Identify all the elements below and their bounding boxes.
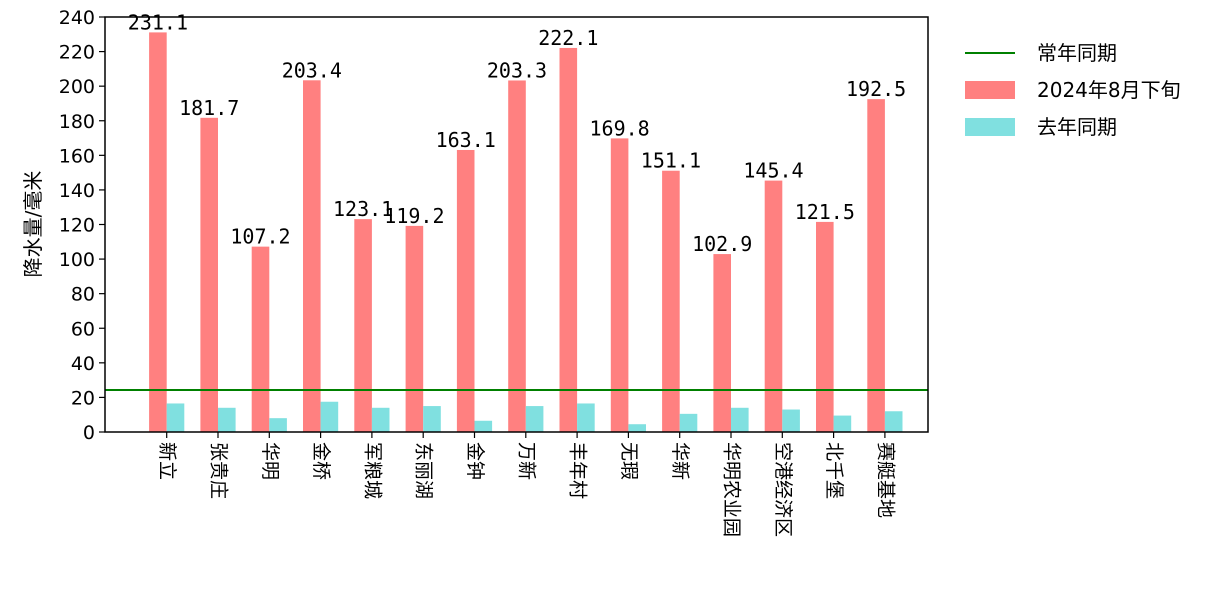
- legend-patch-lastyear: [965, 118, 1015, 136]
- bar-current-3: [251, 246, 270, 432]
- y-tick-label: 200: [59, 76, 95, 98]
- data-label-13: 145.4: [743, 159, 803, 183]
- x-tick-label-2: 张贵庄: [208, 442, 230, 499]
- x-tick-label-15: 赛艇基地: [874, 442, 896, 518]
- bar-current-8: [508, 80, 526, 432]
- data-label-4: 203.4: [282, 58, 342, 82]
- data-label-3: 107.2: [230, 225, 290, 249]
- bar-lastyear-10: [628, 424, 646, 432]
- y-axis: 0 20 40 60 80 100 120 140 160 180 200 220 240: [59, 7, 105, 444]
- y-tick-label: 120: [59, 215, 95, 237]
- x-tick-label-8: 万新: [515, 442, 537, 480]
- y-tick-label: 40: [71, 353, 95, 375]
- y-tick-label: 220: [59, 42, 95, 64]
- y-tick-label: 60: [71, 318, 95, 340]
- x-tick-label-6: 东丽湖: [413, 442, 435, 499]
- x-tick-label-4: 金桥: [310, 442, 332, 480]
- bar-lastyear-11: [679, 413, 698, 432]
- y-tick-label: 20: [71, 387, 95, 409]
- y-tick-label: 240: [59, 7, 95, 29]
- legend-label-lastyear: 去年同期: [1037, 115, 1117, 139]
- x-tick-label-13: 空港经济区: [772, 442, 794, 537]
- x-tick-label-1: 新立: [156, 442, 178, 480]
- bar-lastyear-7: [474, 420, 493, 432]
- data-label-8: 203.3: [487, 58, 547, 82]
- bar-current-15: [867, 99, 885, 433]
- y-tick-label: 100: [59, 249, 95, 271]
- x-tick-label-12: 华明农业园: [721, 442, 743, 537]
- bar-current-7: [456, 149, 475, 433]
- y-tick-label: 140: [59, 180, 95, 202]
- y-tick-label: 0: [83, 422, 95, 444]
- data-label-12: 102.9: [692, 232, 752, 256]
- bar-current-5: [354, 219, 372, 432]
- y-axis-title: 降水量/毫米: [21, 171, 45, 278]
- bar-current-1: [149, 32, 167, 432]
- data-label-15: 192.5: [846, 77, 906, 101]
- y-tick-label: 160: [59, 145, 95, 167]
- bar-current-6: [405, 225, 424, 432]
- y-tick-label: 80: [71, 284, 95, 306]
- x-tick-label-10: 无瑕: [618, 442, 640, 480]
- bar-lastyear-14: [833, 415, 852, 432]
- data-label-5: 123.1: [333, 197, 393, 221]
- data-label-9: 222.1: [538, 26, 598, 50]
- bar-current-10: [610, 138, 629, 432]
- legend-label-current: 2024年8月下旬: [1037, 78, 1181, 102]
- bar-current-2: [200, 117, 218, 432]
- data-label-10: 169.8: [589, 116, 649, 140]
- bars-layer: [149, 32, 903, 433]
- bar-current-12: [713, 254, 731, 432]
- bar-lastyear-8: [525, 406, 544, 432]
- bar-current-4: [303, 80, 321, 432]
- bar-lastyear-13: [782, 409, 800, 432]
- data-label-7: 163.1: [436, 128, 496, 152]
- data-label-1: 231.1: [128, 10, 188, 34]
- x-tick-label-5: 军粮城: [361, 442, 383, 499]
- x-tick-label-14: 北千堡: [823, 442, 845, 499]
- bar-lastyear-5: [371, 407, 390, 432]
- bar-lastyear-4: [320, 401, 339, 432]
- legend-patch-current: [965, 81, 1015, 99]
- bar-current-9: [559, 47, 578, 432]
- x-axis: 新立 张贵庄 华明 金桥 军粮城 东丽湖 金钟 万新 丰年村 无瑕 华新 华明农业园 空港经济区 北千堡 赛…: [156, 432, 896, 537]
- data-label-6: 119.2: [384, 204, 444, 228]
- x-tick-label-9: 丰年村: [567, 442, 589, 499]
- data-label-11: 151.1: [641, 149, 701, 173]
- legend-label-normal: 常年同期: [1037, 41, 1117, 65]
- bar-lastyear-6: [423, 406, 441, 432]
- bar-lastyear-15: [884, 411, 903, 432]
- bar-current-11: [662, 170, 680, 433]
- data-label-2: 181.7: [179, 96, 239, 120]
- bar-lastyear-12: [731, 407, 749, 432]
- bar-lastyear-9: [577, 403, 595, 432]
- x-tick-label-7: 金钟: [464, 442, 486, 480]
- x-tick-label-3: 华明: [259, 442, 281, 480]
- bar-lastyear-1: [166, 403, 185, 432]
- bar-lastyear-3: [269, 418, 287, 432]
- bar-lastyear-2: [218, 407, 236, 432]
- bar-current-14: [816, 221, 834, 432]
- bar-current-13: [764, 180, 783, 432]
- y-tick-label: 180: [59, 111, 95, 133]
- x-tick-label-11: 华新: [669, 442, 691, 480]
- data-label-14: 121.5: [795, 200, 855, 224]
